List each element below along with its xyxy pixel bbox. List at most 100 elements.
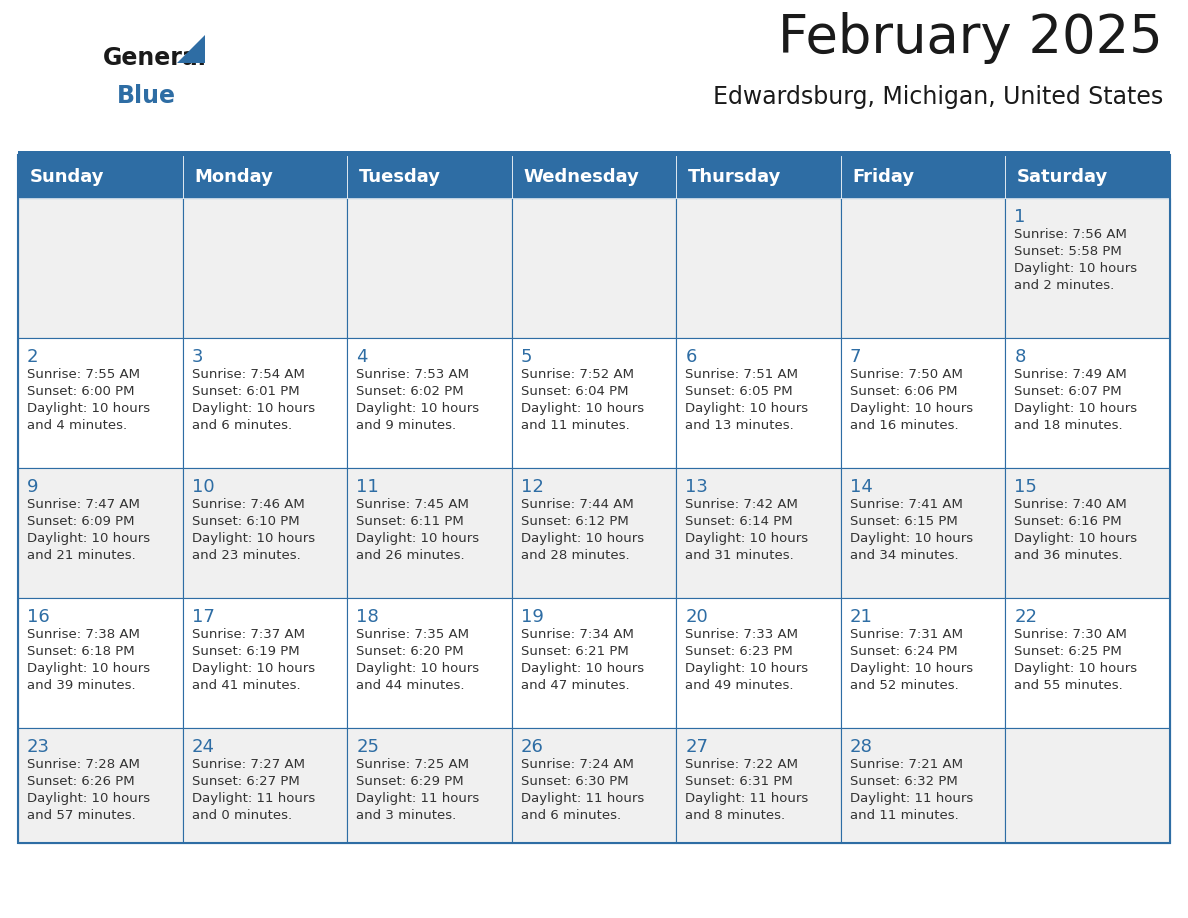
Text: Daylight: 10 hours: Daylight: 10 hours [1015, 402, 1138, 415]
Bar [676, 198, 841, 338]
Text: 9: 9 [27, 478, 38, 496]
Bar [512, 468, 676, 598]
Text: Daylight: 11 hours: Daylight: 11 hours [356, 792, 480, 805]
Text: Daylight: 10 hours: Daylight: 10 hours [685, 402, 808, 415]
Text: Sunrise: 7:25 AM: Sunrise: 7:25 AM [356, 758, 469, 771]
Bar [512, 598, 676, 728]
Text: Wednesday: Wednesday [523, 167, 639, 185]
Text: Sunrise: 7:37 AM: Sunrise: 7:37 AM [191, 628, 304, 641]
Bar [183, 728, 347, 843]
Text: Daylight: 10 hours: Daylight: 10 hours [356, 662, 479, 675]
Text: Sunrise: 7:40 AM: Sunrise: 7:40 AM [1015, 498, 1127, 511]
Text: and 11 minutes.: and 11 minutes. [520, 419, 630, 432]
Text: Sunrise: 7:51 AM: Sunrise: 7:51 AM [685, 368, 798, 381]
Text: Daylight: 10 hours: Daylight: 10 hours [520, 662, 644, 675]
Text: Daylight: 10 hours: Daylight: 10 hours [685, 662, 808, 675]
Text: and 34 minutes.: and 34 minutes. [849, 549, 959, 562]
Text: Sunset: 6:16 PM: Sunset: 6:16 PM [1015, 515, 1121, 528]
Text: Sunrise: 7:46 AM: Sunrise: 7:46 AM [191, 498, 304, 511]
Bar [347, 338, 512, 468]
Bar [841, 338, 1005, 468]
Text: Sunrise: 7:45 AM: Sunrise: 7:45 AM [356, 498, 469, 511]
Text: Sunset: 6:24 PM: Sunset: 6:24 PM [849, 645, 958, 658]
Text: Sunrise: 7:50 AM: Sunrise: 7:50 AM [849, 368, 962, 381]
Text: Daylight: 11 hours: Daylight: 11 hours [191, 792, 315, 805]
Text: 7: 7 [849, 348, 861, 366]
Text: Sunset: 6:18 PM: Sunset: 6:18 PM [27, 645, 134, 658]
Text: 25: 25 [356, 738, 379, 756]
Text: and 52 minutes.: and 52 minutes. [849, 679, 959, 692]
Text: Daylight: 10 hours: Daylight: 10 hours [27, 792, 150, 805]
Bar [347, 468, 512, 598]
Text: Sunset: 6:30 PM: Sunset: 6:30 PM [520, 775, 628, 788]
Text: 23: 23 [27, 738, 50, 756]
Text: and 21 minutes.: and 21 minutes. [27, 549, 135, 562]
Text: 6: 6 [685, 348, 696, 366]
Text: and 44 minutes.: and 44 minutes. [356, 679, 465, 692]
Text: Sunset: 6:15 PM: Sunset: 6:15 PM [849, 515, 958, 528]
Text: 3: 3 [191, 348, 203, 366]
Text: Daylight: 10 hours: Daylight: 10 hours [520, 402, 644, 415]
Text: and 47 minutes.: and 47 minutes. [520, 679, 630, 692]
Bar [512, 338, 676, 468]
Text: Daylight: 10 hours: Daylight: 10 hours [191, 532, 315, 545]
Text: General: General [103, 46, 207, 70]
Text: Sunrise: 7:28 AM: Sunrise: 7:28 AM [27, 758, 140, 771]
Bar [183, 155, 347, 198]
Text: 20: 20 [685, 608, 708, 626]
Text: Sunrise: 7:27 AM: Sunrise: 7:27 AM [191, 758, 304, 771]
Text: and 6 minutes.: and 6 minutes. [191, 419, 292, 432]
Text: Daylight: 10 hours: Daylight: 10 hours [27, 532, 150, 545]
Text: Daylight: 11 hours: Daylight: 11 hours [685, 792, 809, 805]
Text: and 31 minutes.: and 31 minutes. [685, 549, 794, 562]
Bar [1005, 155, 1170, 198]
Text: 5: 5 [520, 348, 532, 366]
Text: Sunrise: 7:21 AM: Sunrise: 7:21 AM [849, 758, 962, 771]
Text: 24: 24 [191, 738, 215, 756]
Text: and 28 minutes.: and 28 minutes. [520, 549, 630, 562]
Bar [512, 198, 676, 338]
Text: 10: 10 [191, 478, 214, 496]
Text: Sunrise: 7:53 AM: Sunrise: 7:53 AM [356, 368, 469, 381]
Text: and 23 minutes.: and 23 minutes. [191, 549, 301, 562]
Text: Sunrise: 7:54 AM: Sunrise: 7:54 AM [191, 368, 304, 381]
Text: Sunday: Sunday [30, 167, 105, 185]
Bar [676, 338, 841, 468]
Text: 18: 18 [356, 608, 379, 626]
Text: Sunset: 6:07 PM: Sunset: 6:07 PM [1015, 385, 1121, 398]
Bar [841, 468, 1005, 598]
Bar [183, 198, 347, 338]
Text: 1: 1 [1015, 208, 1025, 226]
Text: 2: 2 [27, 348, 38, 366]
Text: Sunrise: 7:31 AM: Sunrise: 7:31 AM [849, 628, 962, 641]
Text: Sunrise: 7:56 AM: Sunrise: 7:56 AM [1015, 228, 1127, 241]
Text: and 41 minutes.: and 41 minutes. [191, 679, 301, 692]
Text: Sunrise: 7:34 AM: Sunrise: 7:34 AM [520, 628, 633, 641]
Text: Edwardsburg, Michigan, United States: Edwardsburg, Michigan, United States [713, 85, 1163, 109]
Text: Daylight: 10 hours: Daylight: 10 hours [520, 532, 644, 545]
Text: Sunset: 5:58 PM: Sunset: 5:58 PM [1015, 245, 1123, 258]
Text: Daylight: 11 hours: Daylight: 11 hours [520, 792, 644, 805]
Text: 28: 28 [849, 738, 873, 756]
Bar [676, 155, 841, 198]
Text: 12: 12 [520, 478, 544, 496]
Text: 4: 4 [356, 348, 367, 366]
Text: Sunset: 6:25 PM: Sunset: 6:25 PM [1015, 645, 1123, 658]
Bar [676, 728, 841, 843]
Bar [676, 598, 841, 728]
Text: 11: 11 [356, 478, 379, 496]
Text: Sunset: 6:00 PM: Sunset: 6:00 PM [27, 385, 134, 398]
Bar [1005, 338, 1170, 468]
Text: and 8 minutes.: and 8 minutes. [685, 809, 785, 822]
Bar [1005, 198, 1170, 338]
Text: Sunset: 6:21 PM: Sunset: 6:21 PM [520, 645, 628, 658]
Text: Sunset: 6:02 PM: Sunset: 6:02 PM [356, 385, 463, 398]
Text: Daylight: 10 hours: Daylight: 10 hours [849, 402, 973, 415]
Text: and 11 minutes.: and 11 minutes. [849, 809, 959, 822]
Bar [183, 338, 347, 468]
Bar [841, 598, 1005, 728]
Text: Blue: Blue [116, 84, 176, 108]
Text: Sunrise: 7:49 AM: Sunrise: 7:49 AM [1015, 368, 1127, 381]
Text: 13: 13 [685, 478, 708, 496]
Text: Sunset: 6:23 PM: Sunset: 6:23 PM [685, 645, 794, 658]
